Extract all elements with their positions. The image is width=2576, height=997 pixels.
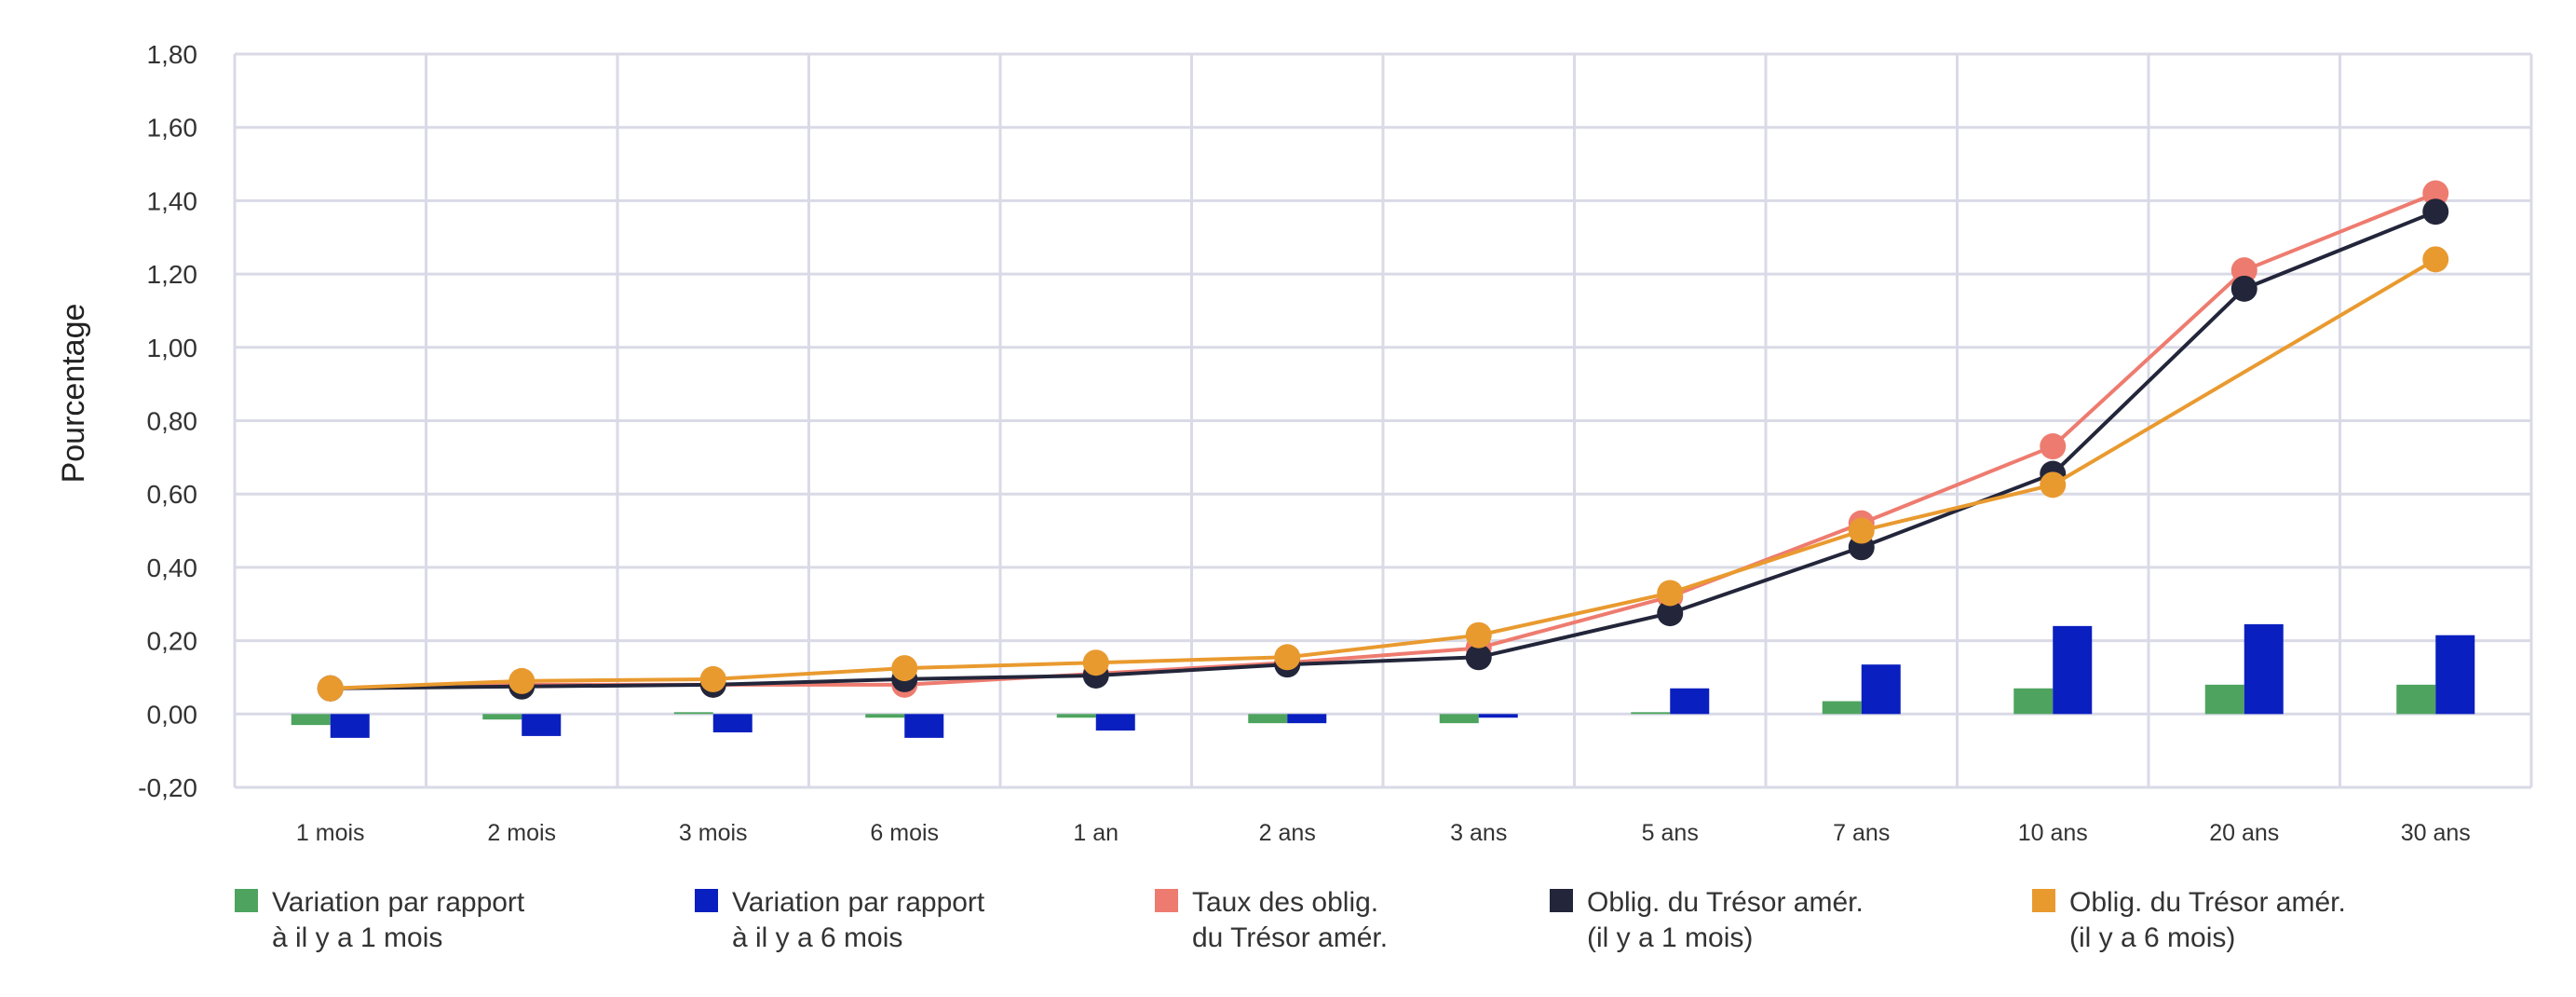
marker-yield-6-months-ago [2422,246,2449,273]
marker-yield-6-months-ago [1082,649,1109,676]
y-axis-title: Pourcentage [56,304,91,484]
marker-yield-1-month-ago [1657,600,1684,627]
bar-change-6-months [1670,688,1710,715]
legend-label: (il y a 6 mois) [2069,922,2235,953]
legend-label: Oblig. du Trésor amér. [2069,887,2346,918]
bar-change-1-month [1056,714,1096,718]
legend-swatch [2032,889,2055,912]
grid-lines [233,52,2533,789]
bar-change-1-month [291,714,331,726]
legend-item: Variation par rapport à il y a 6 mois [695,887,985,953]
bar-change-1-month [1631,712,1671,715]
bar-change-1-month [865,714,905,718]
legend-swatch [1550,889,1573,912]
y-tick-label: 1,20 [147,260,198,289]
y-tick-label: 1,00 [147,334,198,362]
marker-yield-6-months-ago [2040,471,2067,498]
marker-yield-6-months-ago [317,675,344,702]
bar-change-6-months [1287,714,1327,724]
legend-swatch [235,889,258,912]
bar-change-6-months [2053,625,2093,715]
bar-change-6-months [1478,714,1518,718]
x-tick-label: 3 mois [679,820,748,846]
bar-change-1-month [2013,688,2054,715]
legend-label: Variation par rapport [272,887,525,918]
marker-yield-6-months-ago [1657,580,1684,607]
y-tick-label: -0,20 [138,773,197,802]
y-tick-label: 0,80 [147,407,198,436]
bar-change-6-months [904,714,944,738]
x-tick-label: 6 mois [870,820,939,846]
marker-yield-1-month-ago [2422,198,2449,225]
legend-label: à il y a 6 mois [732,922,902,953]
x-tick-label: 30 ans [2401,820,2471,846]
legend-swatch [695,889,718,912]
marker-current-yield [2230,257,2257,284]
marker-current-yield [2040,433,2067,460]
legend-item: Taux des oblig. du Trésor amér. [1155,887,1388,953]
x-tick-label: 2 ans [1259,820,1316,846]
legend-item: Oblig. du Trésor amér. (il y a 6 mois) [2032,887,2346,953]
marker-yield-6-months-ago [1465,621,1492,649]
x-tick-label: 1 an [1073,820,1119,846]
bar-change-1-month [673,712,713,715]
y-axis: -0,20 0,00 0,20 0,40 0,60 0,80 1,00 1,20 1,40 1,6… [138,40,197,802]
x-tick-label: 5 ans [1642,820,1699,846]
legend-label: Oblig. du Trésor amér. [1587,887,1864,918]
marker-yield-6-months-ago [699,665,726,692]
bar-change-6-months [522,714,562,736]
y-tick-label: 0,60 [147,480,198,509]
marker-yield-6-months-ago [891,655,918,682]
bar-change-6-months [1095,714,1135,731]
marker-yield-6-months-ago [508,667,536,694]
bar-change-1-month [1822,701,1862,715]
legend-label: à il y a 1 mois [272,922,442,953]
legend-label: du Trésor amér. [1192,922,1388,953]
bars-layer [291,623,2475,738]
y-tick-label: 0,40 [147,553,198,582]
bar-change-6-months [1861,664,1901,715]
bar-change-6-months [2244,623,2284,715]
bar-change-1-month [482,714,522,720]
bar-change-1-month [2204,684,2244,715]
y-tick-label: 1,60 [147,114,198,143]
x-tick-label: 2 mois [487,820,556,846]
bar-change-1-month [1439,714,1479,724]
bar-change-1-month [2396,684,2436,715]
y-tick-label: 1,40 [147,186,198,215]
legend-label: Variation par rapport [732,887,985,918]
line-yield-1-month-ago [330,210,2436,690]
x-tick-label: 3 ans [1450,820,1507,846]
legend-label: (il y a 1 mois) [1587,922,1753,953]
legend-swatch [1155,889,1178,912]
x-tick-label: 10 ans [2018,820,2088,846]
marker-yield-6-months-ago [1848,517,1875,544]
lines-layer [317,180,2449,702]
y-tick-label: 0,00 [147,700,198,729]
y-tick-label: 0,20 [147,627,198,656]
bar-change-6-months [2435,635,2475,715]
x-tick-label: 20 ans [2209,820,2279,846]
legend-item: Oblig. du Trésor amér. (il y a 1 mois) [1550,887,1864,953]
marker-yield-1-month-ago [2230,275,2257,302]
bar-change-1-month [1248,714,1288,724]
bar-change-6-months [712,714,752,732]
legend-label: Taux des oblig. [1192,887,1378,918]
y-tick-label: 1,80 [147,40,198,69]
x-tick-label: 1 mois [296,820,365,846]
x-tick-label: 7 ans [1833,820,1890,846]
marker-yield-6-months-ago [1274,644,1301,671]
x-axis: 1 mois 2 mois 3 mois 6 mois 1 an 2 ans 3 ans 5 … [296,820,2471,846]
marker-current-yield [2422,180,2449,207]
bar-change-6-months [330,714,370,738]
marker-yield-1-month-ago [1465,644,1492,671]
legend-item: Variation par rapport à il y a 1 mois [235,887,525,953]
